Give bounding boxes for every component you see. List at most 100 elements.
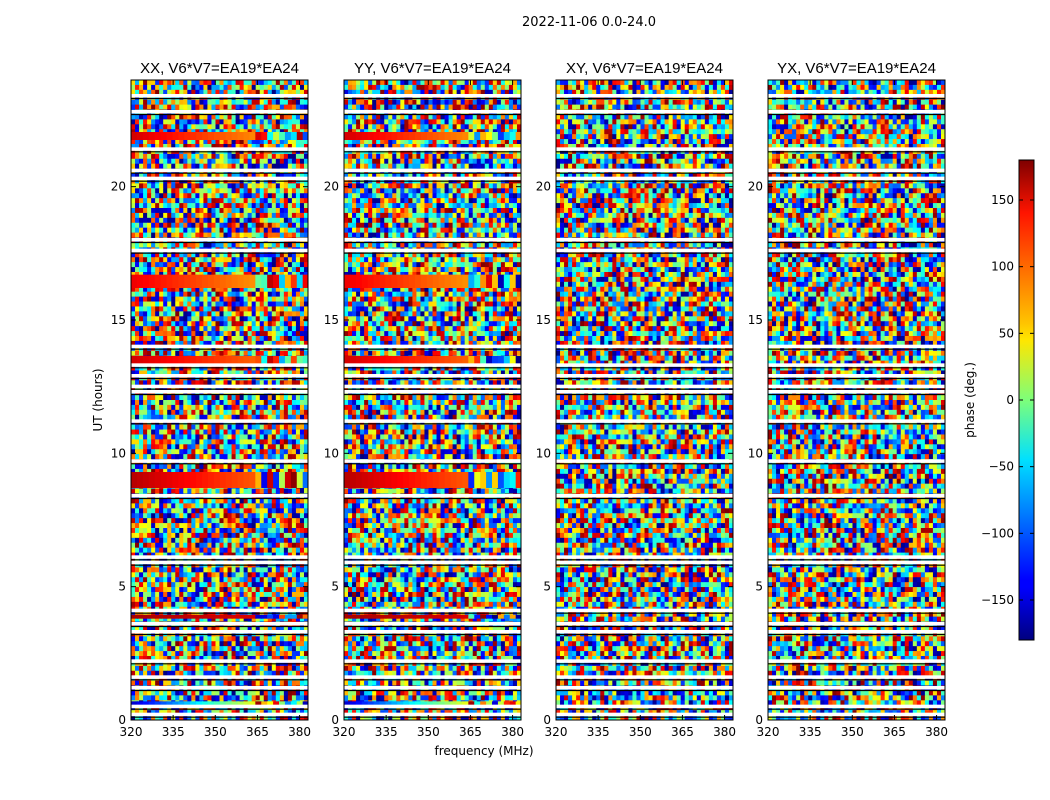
x-tick-label: 320 bbox=[120, 725, 143, 739]
coherent-band-cell bbox=[480, 614, 488, 619]
flagged-row bbox=[131, 560, 308, 565]
coherent-band-cell bbox=[178, 472, 186, 488]
colorbar-tick-label: −100 bbox=[981, 526, 1014, 540]
flagged-row bbox=[768, 147, 945, 151]
coherent-band-cell bbox=[492, 132, 499, 140]
flagged-row bbox=[131, 419, 308, 423]
flagged-row bbox=[556, 419, 733, 423]
coherent-band-cell bbox=[249, 356, 257, 364]
coherent-band-cell bbox=[243, 132, 251, 140]
coherent-band-cell bbox=[190, 274, 198, 288]
coherent-band-cell bbox=[403, 274, 411, 288]
coherent-band-cell bbox=[426, 274, 434, 288]
coherent-band-cell bbox=[497, 132, 505, 140]
coherent-band-cell bbox=[202, 701, 209, 708]
flagged-row bbox=[768, 712, 945, 717]
coherent-band-cell bbox=[273, 472, 280, 488]
coherent-band-cell bbox=[196, 356, 204, 364]
figure-suptitle: 2022-11-06 0.0-24.0 bbox=[522, 15, 656, 30]
coherent-band-cell bbox=[190, 472, 198, 488]
flagged-row bbox=[131, 363, 308, 367]
flagged-row bbox=[131, 147, 308, 151]
x-tick-label: 365 bbox=[246, 725, 269, 739]
flagged-row bbox=[131, 608, 308, 613]
coherent-band-cell bbox=[415, 274, 422, 288]
flagged-row bbox=[131, 390, 308, 394]
panel-xy: XY, V6*V7=EA19*EA24 320 335 350 365 380 0 5 10 15… bbox=[536, 60, 736, 739]
coherent-band-cell bbox=[403, 132, 411, 140]
coherent-band-cell bbox=[273, 132, 280, 140]
flagged-row bbox=[131, 622, 308, 626]
coherent-band-cell bbox=[397, 701, 405, 708]
coherent-band-cell bbox=[420, 701, 428, 708]
coherent-band-cell bbox=[255, 614, 263, 619]
flagged-row bbox=[344, 344, 521, 349]
coherent-band-cell bbox=[290, 472, 298, 488]
y-tick-label: 0 bbox=[118, 713, 126, 727]
coherent-band-cell bbox=[225, 132, 233, 140]
coherent-band-cell bbox=[243, 614, 251, 619]
coherent-band-cell bbox=[184, 132, 192, 140]
coherent-band-cell bbox=[367, 274, 375, 288]
panel-yy: YY, V6*V7=EA19*EA24 320 335 350 365 380 0 5 10 15… bbox=[324, 60, 524, 739]
coherent-band-cell bbox=[196, 132, 204, 140]
coherent-band-cell bbox=[509, 701, 517, 708]
flagged-row bbox=[556, 704, 733, 709]
coherent-band-cell bbox=[503, 132, 511, 140]
flagged-row bbox=[344, 675, 521, 679]
y-tick-label: 0 bbox=[543, 713, 551, 727]
coherent-band-cell bbox=[361, 356, 369, 364]
flagged-row bbox=[768, 384, 945, 389]
flagged-row bbox=[556, 555, 733, 559]
coherent-band-cell bbox=[136, 701, 144, 708]
coherent-band-cell bbox=[462, 132, 470, 140]
coherent-band-cell bbox=[213, 472, 221, 488]
coherent-band-cell bbox=[409, 472, 417, 488]
coherent-band-cell bbox=[361, 472, 369, 488]
coherent-band-cell bbox=[302, 356, 308, 364]
coherent-band-cell bbox=[432, 274, 440, 288]
flagged-row bbox=[344, 560, 521, 565]
coherent-band-cell bbox=[420, 356, 428, 364]
coherent-band-cell bbox=[438, 472, 446, 488]
coherent-band-cell bbox=[231, 701, 239, 708]
coherent-band-cell bbox=[284, 356, 292, 364]
coherent-band-cell bbox=[273, 614, 280, 619]
flagged-row bbox=[344, 176, 521, 181]
coherent-band-cell bbox=[474, 132, 482, 140]
coherent-band-cell bbox=[184, 472, 192, 488]
flagged-row bbox=[556, 168, 733, 173]
coherent-band-cell bbox=[202, 614, 209, 619]
coherent-band-cell bbox=[207, 356, 215, 364]
coherent-band-cell bbox=[255, 701, 263, 708]
coherent-band-cell bbox=[474, 274, 482, 288]
coherent-band-cell bbox=[290, 614, 298, 619]
coherent-band-cell bbox=[474, 356, 482, 364]
flagged-row bbox=[344, 94, 521, 98]
panel-yx: YX, V6*V7=EA19*EA24 320 335 350 365 380 0 5 10 15… bbox=[748, 60, 948, 739]
coherent-band-cell bbox=[456, 472, 464, 488]
coherent-band-cell bbox=[355, 472, 363, 488]
coherent-band-cell bbox=[178, 274, 186, 288]
flagged-row bbox=[556, 560, 733, 565]
coherent-band-cell bbox=[142, 614, 150, 619]
flagged-row bbox=[344, 147, 521, 151]
x-tick-label: 350 bbox=[204, 725, 227, 739]
coherent-band-cell bbox=[172, 701, 180, 708]
flagged-row bbox=[768, 704, 945, 709]
coherent-band-cell bbox=[385, 472, 393, 488]
x-tick-label: 320 bbox=[757, 725, 780, 739]
flagged-row bbox=[556, 608, 733, 613]
coherent-band-cell bbox=[302, 132, 308, 140]
flagged-row bbox=[344, 686, 521, 690]
coherent-band-cell bbox=[403, 356, 411, 364]
coherent-band-cell bbox=[142, 472, 150, 488]
coherent-band-cell bbox=[213, 356, 221, 364]
coherent-band-cell bbox=[131, 701, 138, 708]
coherent-band-cell bbox=[243, 701, 251, 708]
flagged-row bbox=[768, 675, 945, 679]
x-axis-label: frequency (MHz) bbox=[434, 744, 533, 758]
flagged-row bbox=[768, 608, 945, 613]
y-tick-label: 0 bbox=[755, 713, 763, 727]
flagged-row bbox=[131, 712, 308, 717]
